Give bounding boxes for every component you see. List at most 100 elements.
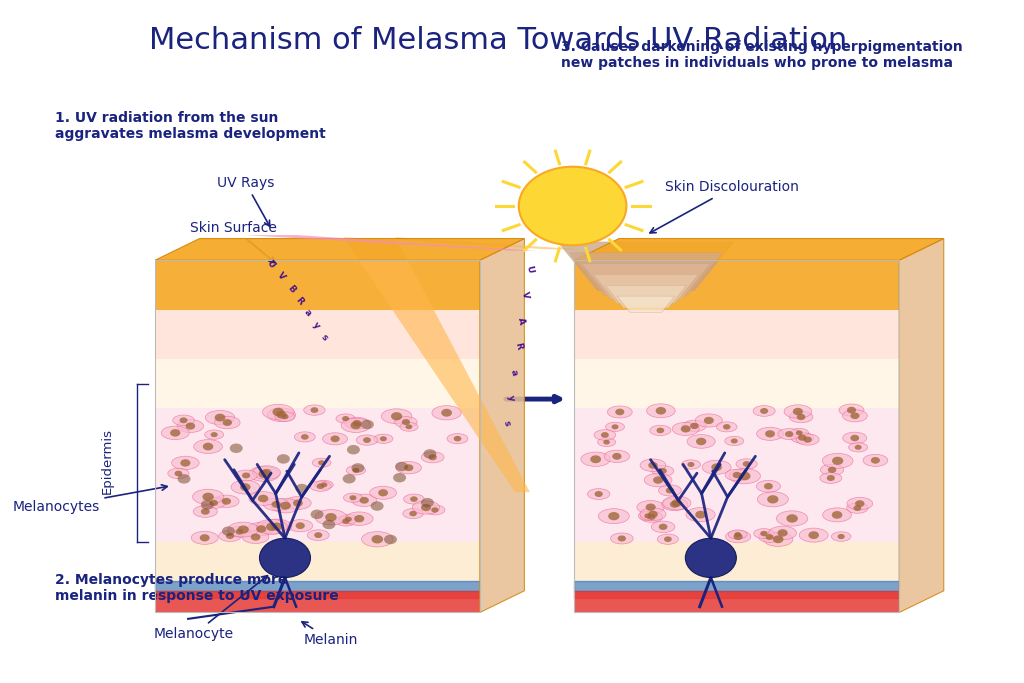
- Text: V: V: [520, 290, 530, 299]
- Ellipse shape: [590, 456, 601, 463]
- Ellipse shape: [191, 531, 218, 544]
- Ellipse shape: [179, 417, 187, 423]
- Ellipse shape: [650, 426, 671, 436]
- Ellipse shape: [853, 505, 861, 511]
- Polygon shape: [155, 309, 480, 359]
- Ellipse shape: [734, 532, 741, 537]
- Polygon shape: [574, 260, 899, 309]
- Text: s: s: [319, 333, 330, 342]
- Ellipse shape: [428, 454, 437, 460]
- Ellipse shape: [258, 494, 268, 502]
- Text: U: U: [264, 259, 276, 270]
- Ellipse shape: [820, 473, 842, 484]
- Ellipse shape: [180, 459, 190, 466]
- Ellipse shape: [421, 504, 431, 511]
- Ellipse shape: [394, 417, 417, 428]
- Ellipse shape: [850, 413, 859, 419]
- Ellipse shape: [804, 436, 812, 443]
- Ellipse shape: [350, 421, 361, 430]
- Text: A: A: [516, 316, 526, 325]
- Ellipse shape: [346, 466, 366, 475]
- Ellipse shape: [760, 531, 768, 536]
- Circle shape: [393, 473, 407, 482]
- Ellipse shape: [656, 428, 665, 433]
- Polygon shape: [155, 359, 480, 408]
- Ellipse shape: [822, 454, 853, 469]
- Ellipse shape: [288, 520, 312, 532]
- Ellipse shape: [345, 516, 352, 522]
- Ellipse shape: [341, 418, 371, 432]
- Ellipse shape: [256, 519, 287, 534]
- Ellipse shape: [170, 429, 180, 436]
- Ellipse shape: [664, 536, 672, 542]
- Circle shape: [395, 462, 409, 471]
- Ellipse shape: [296, 522, 305, 529]
- Ellipse shape: [272, 408, 284, 416]
- Polygon shape: [558, 242, 734, 291]
- Polygon shape: [480, 238, 524, 613]
- Ellipse shape: [321, 482, 328, 487]
- Ellipse shape: [402, 509, 423, 518]
- Ellipse shape: [839, 404, 864, 416]
- Ellipse shape: [725, 469, 749, 481]
- Ellipse shape: [847, 497, 872, 510]
- Ellipse shape: [370, 486, 396, 499]
- Ellipse shape: [413, 501, 439, 514]
- Ellipse shape: [603, 440, 610, 445]
- Ellipse shape: [222, 498, 231, 505]
- Text: V: V: [275, 271, 287, 282]
- Ellipse shape: [645, 503, 655, 511]
- Ellipse shape: [672, 499, 682, 507]
- Ellipse shape: [847, 407, 856, 413]
- Ellipse shape: [228, 522, 258, 537]
- Text: UV Rays: UV Rays: [217, 176, 274, 226]
- Ellipse shape: [658, 524, 668, 530]
- Ellipse shape: [611, 424, 618, 430]
- Text: s: s: [502, 420, 512, 427]
- Ellipse shape: [826, 475, 835, 481]
- Ellipse shape: [726, 531, 751, 543]
- Circle shape: [423, 449, 436, 459]
- Ellipse shape: [666, 488, 674, 494]
- Text: a: a: [302, 308, 313, 318]
- Ellipse shape: [161, 426, 189, 440]
- Ellipse shape: [396, 462, 422, 474]
- Ellipse shape: [687, 434, 715, 448]
- Ellipse shape: [193, 489, 223, 505]
- Polygon shape: [574, 309, 899, 359]
- Ellipse shape: [843, 432, 866, 444]
- Ellipse shape: [378, 489, 388, 497]
- Ellipse shape: [201, 508, 210, 515]
- Ellipse shape: [399, 422, 418, 431]
- Ellipse shape: [776, 511, 808, 526]
- Ellipse shape: [372, 535, 383, 544]
- Ellipse shape: [717, 422, 737, 432]
- Ellipse shape: [342, 518, 349, 524]
- Ellipse shape: [315, 510, 347, 525]
- Ellipse shape: [785, 431, 794, 437]
- Polygon shape: [155, 260, 480, 309]
- Ellipse shape: [236, 529, 244, 535]
- Ellipse shape: [732, 472, 741, 478]
- Ellipse shape: [200, 534, 210, 542]
- Ellipse shape: [796, 430, 803, 435]
- Ellipse shape: [607, 406, 632, 418]
- Ellipse shape: [356, 435, 378, 445]
- Ellipse shape: [447, 434, 468, 444]
- Ellipse shape: [662, 498, 688, 511]
- Ellipse shape: [271, 501, 281, 508]
- Ellipse shape: [767, 495, 778, 503]
- Ellipse shape: [640, 508, 666, 520]
- Circle shape: [222, 527, 234, 536]
- Ellipse shape: [759, 531, 780, 542]
- Ellipse shape: [640, 512, 663, 522]
- Ellipse shape: [202, 497, 225, 509]
- Ellipse shape: [403, 494, 424, 504]
- Ellipse shape: [274, 412, 295, 421]
- Ellipse shape: [339, 514, 358, 524]
- Ellipse shape: [205, 430, 224, 439]
- Ellipse shape: [658, 468, 667, 474]
- Ellipse shape: [310, 407, 318, 413]
- Ellipse shape: [194, 440, 222, 454]
- Ellipse shape: [293, 499, 303, 507]
